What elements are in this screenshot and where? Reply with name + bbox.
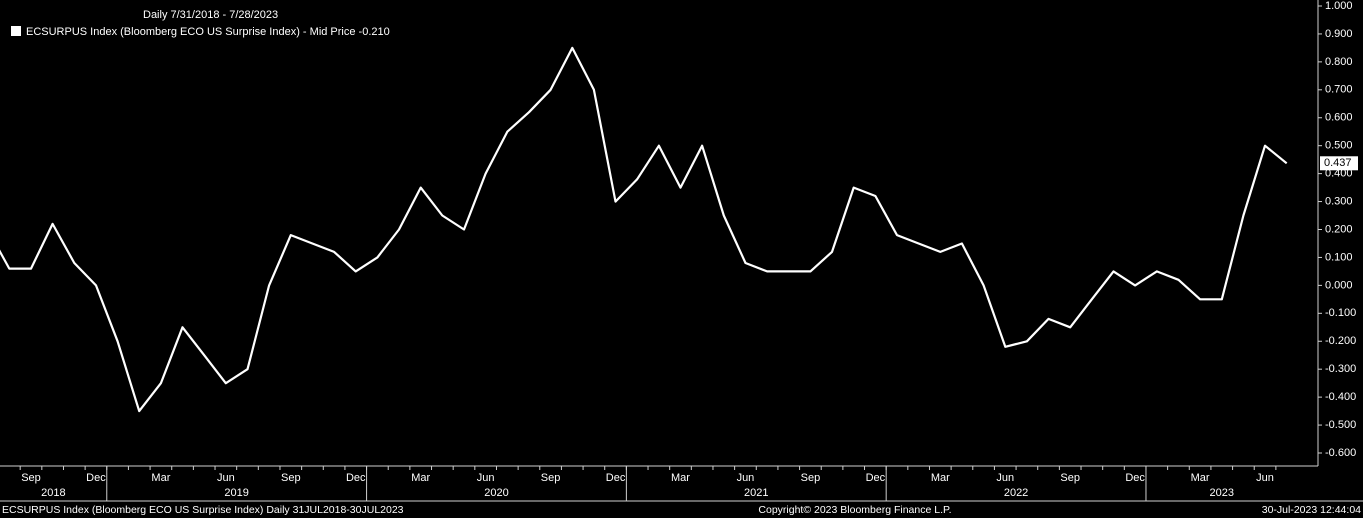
y-tick-label: -0.500 — [1325, 419, 1356, 431]
y-tick-label: -0.400 — [1325, 391, 1356, 403]
footer-left: ECSURPUS Index (Bloomberg ECO US Surpris… — [2, 504, 404, 516]
x-tick-label: Jun — [996, 472, 1014, 484]
x-tick-label: Jun — [217, 472, 235, 484]
legend-swatch — [11, 26, 21, 36]
y-tick-label: 0.200 — [1325, 223, 1353, 235]
x-tick-label: Dec — [866, 472, 886, 484]
x-tick-label: Sep — [281, 472, 301, 484]
x-tick-label: Mar — [671, 472, 690, 484]
y-tick-label: -0.300 — [1325, 363, 1356, 375]
year-label: 2022 — [1004, 487, 1028, 499]
legend-label: ECSURPUS Index (Bloomberg ECO US Surpris… — [26, 26, 390, 38]
y-tick-label: 0.400 — [1325, 168, 1353, 180]
year-label: 2020 — [484, 487, 508, 499]
y-tick-label: -0.600 — [1325, 447, 1356, 459]
year-label: 2018 — [41, 487, 65, 499]
y-tick-label: 0.900 — [1325, 28, 1353, 40]
x-tick-label: Jun — [477, 472, 495, 484]
y-tick-label: 0.500 — [1325, 140, 1353, 152]
year-label: 2019 — [224, 487, 248, 499]
footer-right: 30-Jul-2023 12:44:04 — [1262, 504, 1361, 516]
x-tick-label: Sep — [541, 472, 561, 484]
y-tick-label: 0.800 — [1325, 56, 1353, 68]
year-label: 2023 — [1210, 487, 1234, 499]
x-tick-label: Jun — [737, 472, 755, 484]
y-tick-label: -0.200 — [1325, 335, 1356, 347]
y-tick-label: 0.300 — [1325, 195, 1353, 207]
x-tick-label: Sep — [21, 472, 41, 484]
x-tick-label: Mar — [151, 472, 170, 484]
x-tick-label: Mar — [1191, 472, 1210, 484]
plot-area — [0, 46, 1288, 413]
y-tick-label: -0.100 — [1325, 307, 1356, 319]
footer-center: Copyright© 2023 Bloomberg Finance L.P. — [758, 504, 951, 516]
x-tick-label: Sep — [1060, 472, 1080, 484]
legend-box — [3, 2, 450, 42]
y-tick-label: 1.000 — [1325, 0, 1353, 12]
last-value-label: 0.437 — [1324, 157, 1352, 169]
y-tick-label: 0.600 — [1325, 112, 1353, 124]
x-tick-label: Dec — [606, 472, 626, 484]
x-tick-label: Dec — [346, 472, 366, 484]
year-label: 2021 — [744, 487, 768, 499]
x-tick-label: Jun — [1256, 472, 1274, 484]
x-tick-label: Mar — [931, 472, 950, 484]
x-tick-label: Dec — [86, 472, 106, 484]
x-tick-label: Dec — [1125, 472, 1145, 484]
x-tick-label: Mar — [411, 472, 430, 484]
series-line — [0, 46, 1288, 413]
chart-title: Daily 7/31/2018 - 7/28/2023 — [143, 9, 278, 21]
y-tick-label: 0.100 — [1325, 251, 1353, 263]
y-tick-label: 0.000 — [1325, 279, 1353, 291]
x-tick-label: Sep — [801, 472, 821, 484]
y-tick-label: 0.700 — [1325, 84, 1353, 96]
last-value-tag — [1320, 156, 1358, 171]
